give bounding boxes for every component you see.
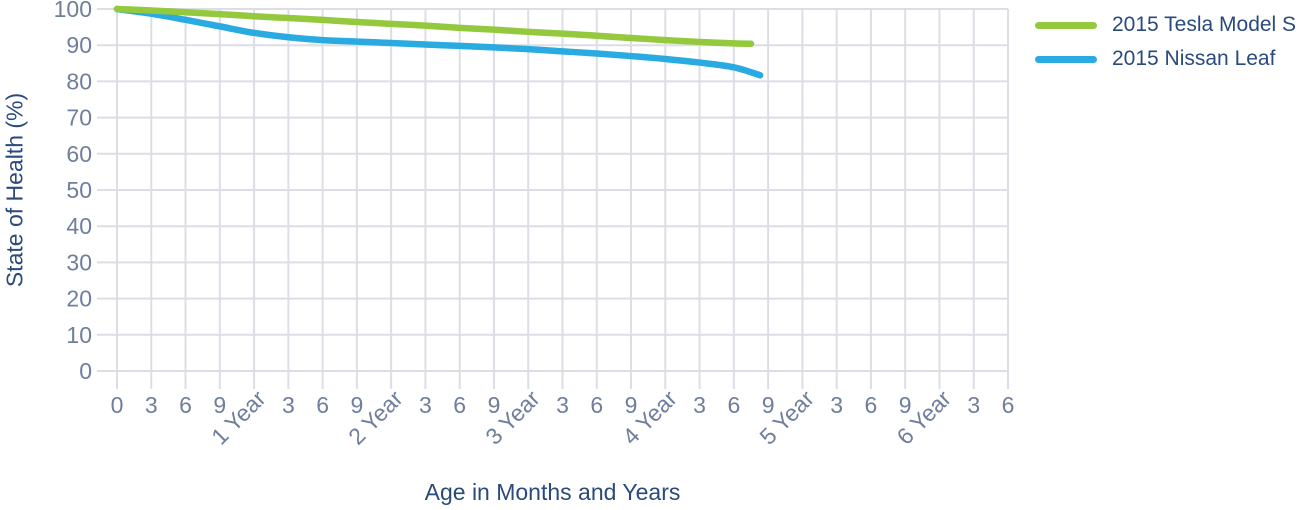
x-tick-label: 3 [830, 392, 843, 418]
y-tick-label: 30 [66, 249, 92, 275]
x-tick-labels: 0 3 6 91 Year 3 6 92 Year 3 6 93 Year 3 6 94 Year 3 6 9… [111, 385, 1015, 450]
series-lines [113, 5, 764, 79]
legend-label-tesla: 2015 Tesla Model S [1112, 13, 1297, 36]
tesla-line-swatch-icon [1035, 21, 1097, 29]
x-tick-label: 6 [727, 392, 740, 418]
x-tick-label: 6 [590, 392, 603, 418]
x-tick-label: 6 [179, 392, 192, 418]
y-tick-labels: 0 10 20 30 40 50 60 70 80 90 100 [54, 0, 92, 384]
y-tick-label: 100 [54, 0, 92, 22]
x-tick-label: 6 [865, 392, 878, 418]
x-tick-label: 3 [282, 392, 295, 418]
series-line-2015-tesla-model-s [113, 5, 755, 48]
y-tick-label: 0 [79, 358, 92, 384]
y-tick-label: 90 [66, 32, 92, 58]
x-tick-label: 9 [488, 392, 501, 418]
x-tick-label: 6 [1002, 392, 1015, 418]
x-tick-label: 3 [556, 392, 569, 418]
y-tick-label: 40 [66, 213, 92, 239]
y-tick-label: 70 [66, 105, 92, 131]
legend-label-leaf: 2015 Nissan Leaf [1112, 47, 1276, 70]
x-tick-label: 3 [967, 392, 980, 418]
x-tick-label: 6 [316, 392, 329, 418]
y-tick-label: 20 [66, 286, 92, 312]
x-axis-title: Age in Months and Years [424, 479, 681, 505]
gridlines [97, 8, 1009, 372]
x-tick-marks [116, 371, 1009, 389]
leaf-line-swatch-icon [1035, 55, 1097, 63]
y-tick-label: 10 [66, 322, 92, 348]
x-tick-label: 9 [899, 392, 912, 418]
x-tick-label: 3 [693, 392, 706, 418]
y-tick-label: 50 [66, 177, 92, 203]
y-tick-label: 60 [66, 141, 92, 167]
y-tick-label: 80 [66, 68, 92, 94]
legend-item-tesla-model-s[interactable]: 2015 Tesla Model S [1035, 8, 1296, 42]
x-tick-label: 6 [453, 392, 466, 418]
x-tick-label: 3 [419, 392, 432, 418]
x-tick-label: 9 [762, 392, 775, 418]
y-axis-title: State of Health (%) [1, 92, 28, 288]
legend-item-nissan-leaf[interactable]: 2015 Nissan Leaf [1035, 42, 1296, 76]
x-tick-label: 0 [111, 392, 124, 418]
legend: 2015 Tesla Model S 2015 Nissan Leaf [1035, 8, 1296, 76]
x-tick-label: 3 [145, 392, 158, 418]
x-tick-label: 9 [625, 392, 638, 418]
x-tick-label: 9 [350, 392, 363, 418]
x-tick-label: 9 [213, 392, 226, 418]
series-line-2015-nissan-leaf [113, 5, 764, 79]
